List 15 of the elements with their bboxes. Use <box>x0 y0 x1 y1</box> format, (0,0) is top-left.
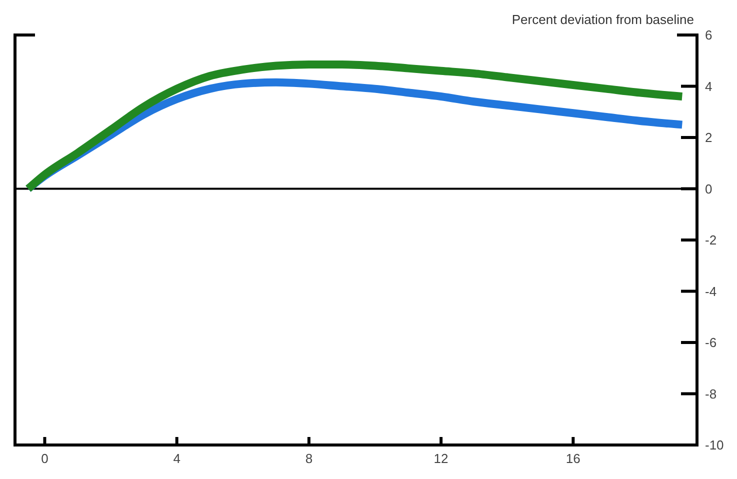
y-tick-label: 0 <box>705 181 712 196</box>
y-tick-label: 2 <box>705 130 712 146</box>
y-tick-label: 6 <box>705 28 712 43</box>
y-tick-label: -4 <box>705 284 717 299</box>
x-tick-label: 8 <box>305 451 313 466</box>
y-tick-label: -2 <box>705 232 717 248</box>
y-tick-label: -8 <box>705 386 717 402</box>
y-tick-label: 4 <box>705 78 712 94</box>
y-tick-label: -6 <box>705 335 717 350</box>
y-tick-label: -10 <box>705 438 724 453</box>
x-tick-label: 16 <box>566 451 580 466</box>
x-tick-label: 12 <box>434 451 448 466</box>
y-axis-title: Percent deviation from baseline <box>512 12 694 27</box>
x-tick-label: 0 <box>41 451 48 466</box>
x-tick-label: 4 <box>173 451 180 466</box>
